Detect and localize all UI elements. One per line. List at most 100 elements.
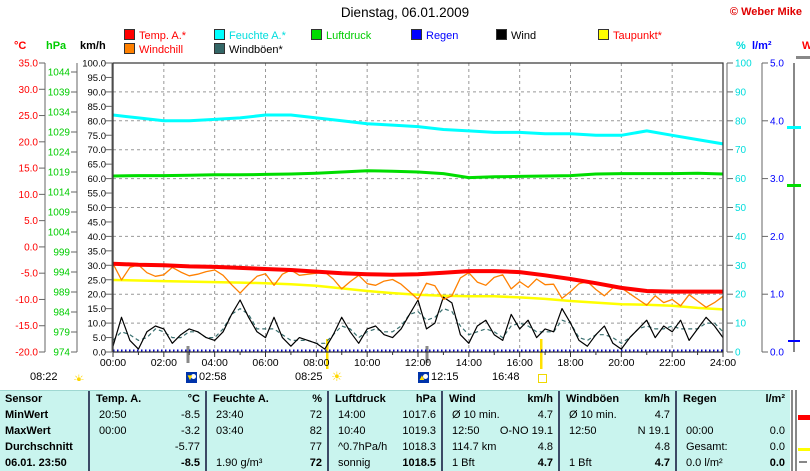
table-cell-value: 4.8 xyxy=(537,441,553,453)
table-block-regen: Regen l/m² 00:00 0.0 Gesamt: 0.0 0.0 l/m² 0.0 xyxy=(675,391,790,471)
table-cell-label: Luftdruck xyxy=(335,393,386,405)
axis-tick-label-hPa: 994 xyxy=(53,268,70,279)
legend-item: Windböen* xyxy=(214,43,283,56)
axis-tick-label-pct: 60 xyxy=(735,174,747,185)
table-cell-value: 0.0 xyxy=(769,441,785,453)
table-row-label: 06.01. 23:50 xyxy=(5,457,67,469)
table-cell-value: 4.8 xyxy=(654,441,670,453)
chart-svg: 35.0 30.0 25.0 20.0 15.0 10.0 5.0 0.0 -5.0 -10.0 -… xyxy=(15,59,784,369)
legend-item: Regen xyxy=(411,29,458,42)
axis-tick-label-hPa: 999 xyxy=(53,248,70,259)
axis-tick-label-kmh: 40.0 xyxy=(88,232,107,243)
x-axis-label: 14:00 xyxy=(456,357,482,369)
table-block-header: Luftdruck hPa xyxy=(329,391,441,407)
table-cell-value: 1018.3 xyxy=(402,441,436,453)
sunsq-icon xyxy=(538,374,547,383)
axis-tick-label-degC: 20.0 xyxy=(19,137,39,148)
axis-tick-label-pct: 30 xyxy=(735,261,747,272)
legend-swatch xyxy=(214,29,225,40)
table-cell-label: 1 Bft xyxy=(452,457,475,469)
axis-tick-label-hPa: 1009 xyxy=(48,208,71,219)
table-cell-label: Ø 10 min. xyxy=(569,409,617,421)
table-cell-value: -5.77 xyxy=(174,441,200,453)
legend-item: Windchill xyxy=(124,43,183,56)
table-cell-value: 1017.6 xyxy=(402,409,436,421)
x-axis-label: 02:00 xyxy=(151,357,177,369)
axis-tick-label-hPa: 984 xyxy=(53,308,70,319)
table-data-row: sonnig 1018.5 xyxy=(329,455,441,471)
table-block-header: Regen l/m² xyxy=(677,391,790,407)
event-time-sunsq: 16:48 xyxy=(492,371,520,383)
axis-tick-label-hPa: 1034 xyxy=(48,108,71,119)
axis-tick-label-kmh: 90.0 xyxy=(88,87,107,98)
edge-sliver-table-border-1 xyxy=(791,390,793,471)
axis-tick-label-degC: 15.0 xyxy=(19,164,39,175)
axis-tick-label-kmh: 95.0 xyxy=(88,73,107,84)
table-block-feuchtea: Feuchte A.% 23:40 72 03:40 82 77 1.90 g/m³ 72 xyxy=(205,391,327,471)
table-cell-value: 4.7 xyxy=(537,409,553,421)
axis-tick-label-pct: 100 xyxy=(735,59,752,70)
table-block-luftdruck: Luftdruck hPa 14:00 1017.6 10:40 1019.3 ^0.7hP… xyxy=(327,391,441,471)
copyright-label: © Weber Mike xyxy=(729,6,802,18)
x-axis-label: 24:00 xyxy=(710,357,736,369)
axis-tick-label-hPa: 1044 xyxy=(48,68,71,79)
table-data-row: 4.8 xyxy=(560,439,675,455)
table-data-row: 03:40 82 xyxy=(207,423,327,439)
series-taupunkt xyxy=(112,278,724,311)
edge-sliver-dewpoint-stub xyxy=(798,448,810,451)
table-cell-value: 4.7 xyxy=(537,457,553,469)
axis-tick-label-kmh: 70.0 xyxy=(88,145,107,156)
unit-rain-label: l/m² xyxy=(752,40,772,52)
table-block-header: Wind km/h xyxy=(443,391,558,407)
x-axis-label: 08:00 xyxy=(303,357,329,369)
table-data-row: ^0.7hPa/h 1018.3 xyxy=(329,439,441,455)
unit-wind-label: km/h xyxy=(80,40,106,52)
series-windben xyxy=(112,308,724,344)
axis-tick-label-hPa: 1019 xyxy=(48,168,71,179)
unit-temp-label: °C xyxy=(14,40,27,52)
axis-tick-label-pct: 70 xyxy=(735,145,747,156)
table-cell-label: 03:40 xyxy=(216,425,244,437)
table-cell-value: 4.7 xyxy=(654,409,670,421)
axis-tick-label-kmh: 80.0 xyxy=(88,116,107,127)
edge-sliver-pressure-stub xyxy=(787,184,801,187)
table-block-tempa: Temp. A. °C 20:50 -8.5 00:00 -3.2 -5.77 -8.5 xyxy=(88,391,205,471)
table-row-label: Durchschnitt xyxy=(5,441,73,453)
table-cell-label: 00:00 xyxy=(99,425,127,437)
axis-tick-label-kmh: 75.0 xyxy=(88,131,107,142)
legend-swatch xyxy=(311,29,322,40)
table-cell-value: l/m² xyxy=(765,393,785,405)
table-cell-label: 12:50 xyxy=(452,425,480,437)
table-cell-value xyxy=(736,407,791,423)
legend-item: Feuchte A.* xyxy=(214,29,286,42)
legend-item: Wind xyxy=(496,29,536,42)
axis-tick-label-pct: 90 xyxy=(735,87,747,98)
sun-event-line xyxy=(540,339,543,369)
axis-tick-label-lm2: 1.0 xyxy=(770,290,784,301)
moonrise-icon: ▲ xyxy=(418,372,429,383)
table-cell-value: -8.5 xyxy=(181,409,200,421)
axis-tick-label-lm2: 0.0 xyxy=(770,348,784,359)
axis-tick-label-kmh: 35.0 xyxy=(88,246,107,257)
edge-sliver-humidity-stub xyxy=(787,126,801,129)
table-data-row: 10:40 1019.3 xyxy=(329,423,441,439)
table-cell-value: 4.7 xyxy=(654,457,670,469)
table-cell-label xyxy=(207,439,269,455)
edge-sliver-axis xyxy=(793,63,795,352)
table-cell-value: -3.2 xyxy=(181,425,200,437)
legend-item: Temp. A.* xyxy=(124,29,186,42)
table-cell-label: 114.7 km xyxy=(452,441,497,453)
moon-event-tick xyxy=(186,346,190,363)
table-block-header: Windböen km/h xyxy=(560,391,675,407)
edge-sliver-temp-stub xyxy=(798,415,810,420)
table-cell-label: Gesamt: xyxy=(686,441,728,453)
axis-tick-label-degC: 10.0 xyxy=(19,190,39,201)
x-axis-label: 04:00 xyxy=(202,357,228,369)
table-row-labels: Sensor MinWert MaxWert Durchschnitt 06.01. 2… xyxy=(0,391,88,471)
x-axis-label: 18:00 xyxy=(557,357,583,369)
axis-tick-label-degC: 25.0 xyxy=(19,111,39,122)
event-time-moonrise: 12:15 xyxy=(431,371,459,383)
axis-tick-label-pct: 50 xyxy=(735,203,747,214)
table-row-label: MaxWert xyxy=(5,425,51,437)
